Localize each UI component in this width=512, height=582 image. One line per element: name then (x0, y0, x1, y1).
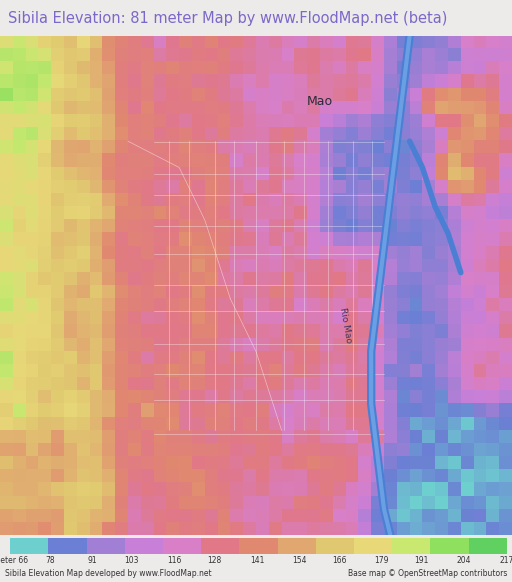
Text: Mao: Mao (307, 95, 333, 108)
Text: meter 66: meter 66 (0, 556, 28, 565)
Bar (240, 538, 278, 554)
Bar (49, 538, 87, 554)
Text: 128: 128 (207, 556, 221, 565)
Text: 204: 204 (457, 556, 472, 565)
Text: Base map © OpenStreetMap contributors: Base map © OpenStreetMap contributors (348, 569, 507, 579)
Text: 166: 166 (332, 556, 347, 565)
Text: 179: 179 (375, 556, 389, 565)
Text: 191: 191 (414, 556, 429, 565)
Bar (431, 538, 468, 554)
Bar (201, 538, 240, 554)
Bar (125, 538, 163, 554)
Bar (10, 538, 49, 554)
Text: Sibila Elevation Map developed by www.FloodMap.net: Sibila Elevation Map developed by www.Fl… (5, 569, 212, 579)
Bar (354, 538, 392, 554)
Text: 217: 217 (500, 556, 512, 565)
Bar (468, 538, 507, 554)
Text: 103: 103 (125, 556, 139, 565)
Bar (278, 538, 316, 554)
Text: Sibila Elevation: 81 meter Map by www.FloodMap.net (beta): Sibila Elevation: 81 meter Map by www.Fl… (8, 11, 447, 26)
Text: Rio Mao: Rio Mao (338, 307, 353, 344)
Bar (316, 538, 354, 554)
Bar (163, 538, 201, 554)
Text: 141: 141 (250, 556, 264, 565)
Text: 78: 78 (45, 556, 54, 565)
Bar (392, 538, 431, 554)
Text: 91: 91 (88, 556, 97, 565)
Text: 116: 116 (167, 556, 182, 565)
Bar (87, 538, 125, 554)
Text: 154: 154 (292, 556, 307, 565)
